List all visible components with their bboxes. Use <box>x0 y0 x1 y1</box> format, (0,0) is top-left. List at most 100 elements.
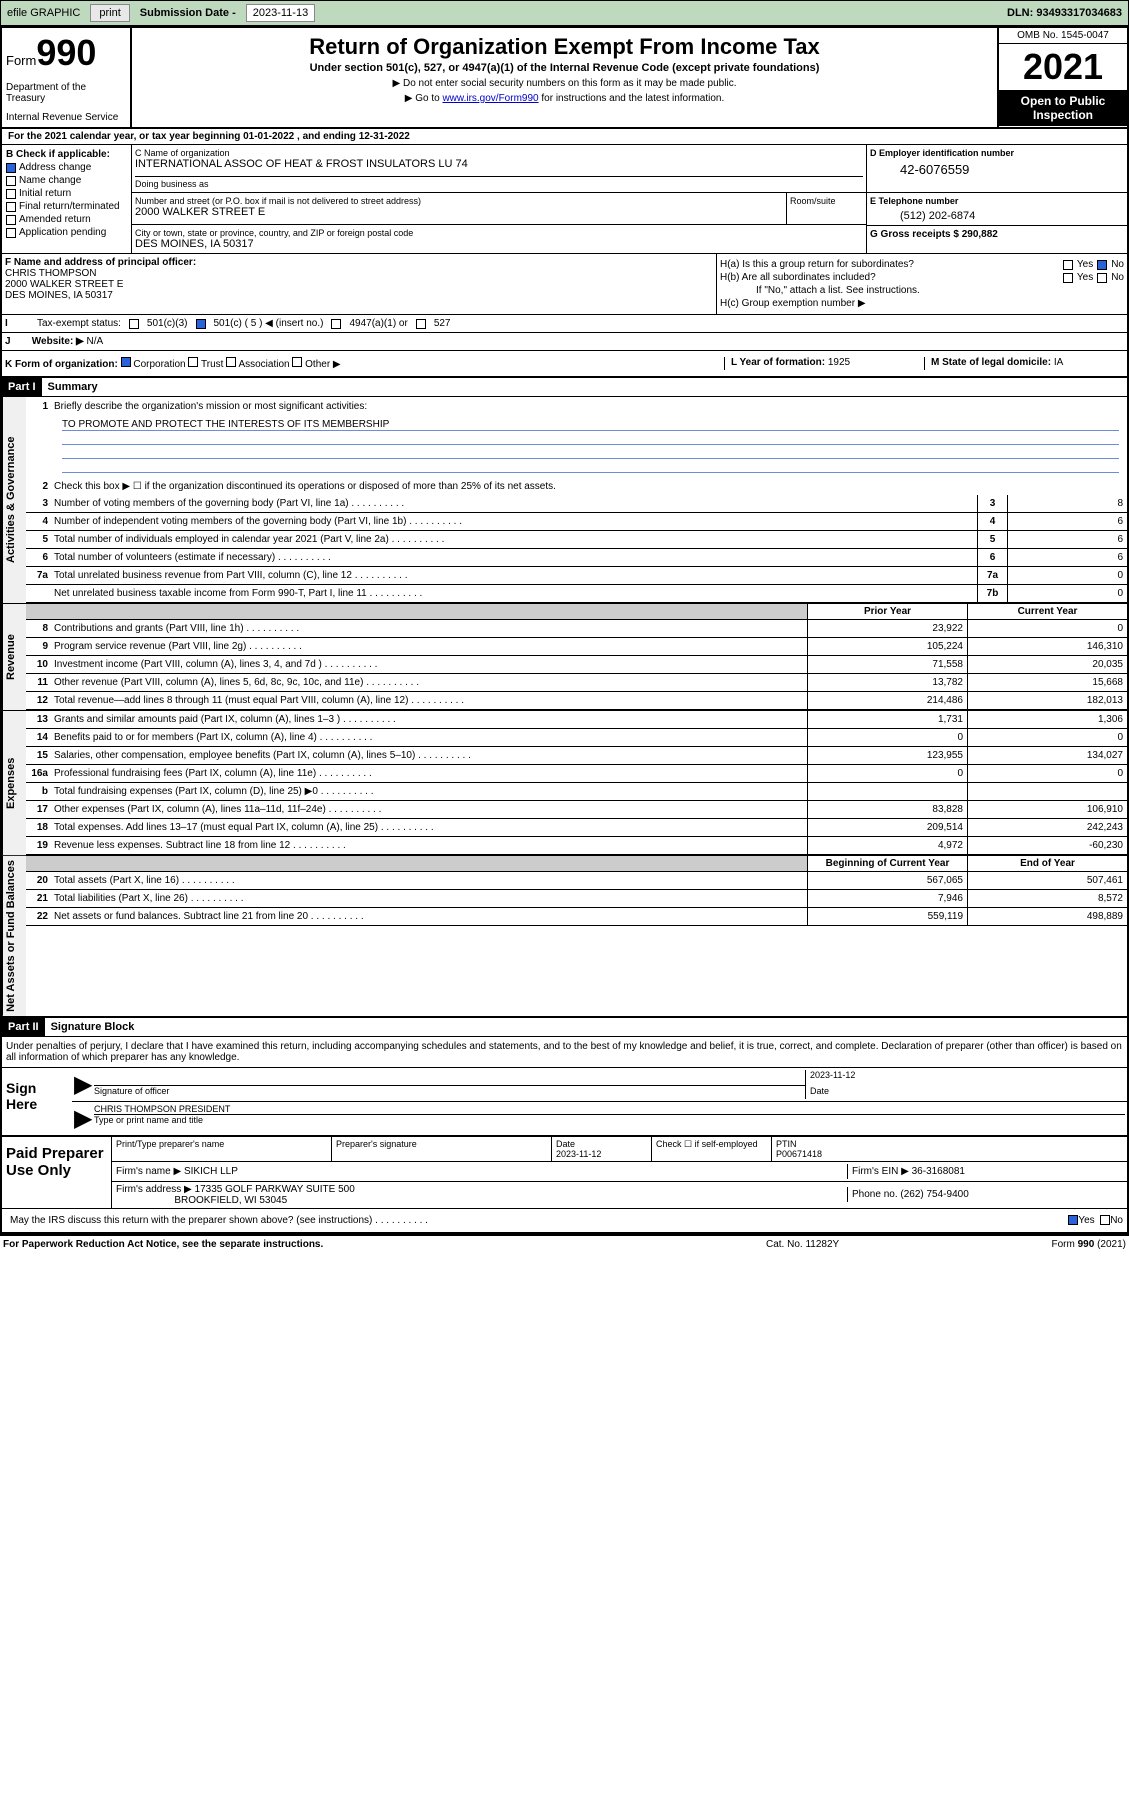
irs-label: Internal Revenue Service <box>6 112 126 123</box>
dept-treasury: Department of the Treasury <box>6 82 126 104</box>
chk-hb-yes[interactable] <box>1063 273 1073 283</box>
chk-name-change[interactable] <box>6 176 16 186</box>
summary-line: 7aTotal unrelated business revenue from … <box>26 567 1127 585</box>
chk-other[interactable] <box>292 357 302 367</box>
summary-line: 15Salaries, other compensation, employee… <box>26 747 1127 765</box>
phone-label: E Telephone number <box>870 196 1124 206</box>
officer-addr1: 2000 WALKER STREET E <box>5 279 713 290</box>
gross-receipts: G Gross receipts $ 290,882 <box>867 225 1127 253</box>
dln: DLN: 93493317034683 <box>1007 7 1122 19</box>
org-city: DES MOINES, IA 50317 <box>135 238 863 250</box>
part1-revenue: Revenue Prior Year Current Year 8Contrib… <box>2 603 1127 710</box>
org-name-label: C Name of organization <box>135 148 863 158</box>
signature-arrow-icon: ▶ <box>74 1070 94 1099</box>
chk-501c3[interactable] <box>129 319 139 329</box>
ptin: P00671418 <box>776 1149 822 1159</box>
chk-527[interactable] <box>416 319 426 329</box>
section-a-tax-year: For the 2021 calendar year, or tax year … <box>2 129 1127 145</box>
chk-address-change[interactable] <box>6 163 16 173</box>
summary-line: 11Other revenue (Part VIII, column (A), … <box>26 674 1127 692</box>
section-cde: C Name of organization INTERNATIONAL ASS… <box>132 145 1127 253</box>
chk-final-return[interactable] <box>6 202 16 212</box>
summary-line: 6Total number of volunteers (estimate if… <box>26 549 1127 567</box>
chk-discuss-no[interactable] <box>1100 1215 1110 1225</box>
summary-line: 5Total number of individuals employed in… <box>26 531 1127 549</box>
chk-ha-yes[interactable] <box>1063 260 1073 270</box>
chk-assoc[interactable] <box>226 357 236 367</box>
form-title-block: Return of Organization Exempt From Incom… <box>132 28 997 127</box>
chk-501c[interactable] <box>196 319 206 329</box>
irs-link[interactable]: www.irs.gov/Form990 <box>442 93 538 104</box>
part1-net-assets: Net Assets or Fund Balances Beginning of… <box>2 855 1127 1016</box>
section-f-officer: F Name and address of principal officer:… <box>2 254 717 314</box>
year-block: OMB No. 1545-0047 2021 Open to Public In… <box>997 28 1127 127</box>
ein-value: 42-6076559 <box>870 158 1124 177</box>
tax-year: 2021 <box>999 44 1127 90</box>
section-b-checkboxes: B Check if applicable: Address change Na… <box>2 145 132 253</box>
summary-line: Net unrelated business taxable income fr… <box>26 585 1127 603</box>
may-irs-discuss: May the IRS discuss this return with the… <box>2 1208 1127 1233</box>
section-h-group: H(a) Is this a group return for subordin… <box>717 254 1127 314</box>
form-title: Return of Organization Exempt From Incom… <box>138 34 991 60</box>
form-subtitle: Under section 501(c), 527, or 4947(a)(1)… <box>138 62 991 74</box>
summary-line: 19Revenue less expenses. Subtract line 1… <box>26 837 1127 855</box>
org-street: 2000 WALKER STREET E <box>135 206 783 218</box>
part1-governance: Activities & Governance 1Briefly describ… <box>2 397 1127 603</box>
signature-arrow-icon: ▶ <box>74 1104 94 1133</box>
print-button[interactable]: print <box>90 4 129 22</box>
org-name: INTERNATIONAL ASSOC OF HEAT & FROST INSU… <box>135 158 863 170</box>
firm-ein: 36-3168081 <box>912 1166 965 1177</box>
phone-value: (512) 202-6874 <box>870 206 1124 222</box>
chk-hb-no[interactable] <box>1097 273 1107 283</box>
firm-city: BROOKFIELD, WI 53045 <box>174 1195 287 1206</box>
submission-date: 2023-11-13 <box>246 4 315 22</box>
summary-line: 17Other expenses (Part IX, column (A), l… <box>26 801 1127 819</box>
legal-domicile: IA <box>1054 357 1063 368</box>
form-id-block: Form990 Department of the Treasury Inter… <box>2 28 132 127</box>
chk-4947[interactable] <box>331 319 341 329</box>
ein-label: D Employer identification number <box>870 148 1124 158</box>
summary-line: 20Total assets (Part X, line 16)567,0655… <box>26 872 1127 890</box>
part1-expenses: Expenses 13Grants and similar amounts pa… <box>2 710 1127 855</box>
year-formation: 1925 <box>828 357 850 368</box>
part2-header: Part II Signature Block <box>2 1016 1127 1037</box>
officer-printed-name: CHRIS THOMPSON PRESIDENT <box>94 1104 1125 1115</box>
efile-topbar: efile GRAPHIC print Submission Date - 20… <box>0 0 1129 26</box>
sign-here-block: Sign Here ▶ Signature of officer 2023-11… <box>2 1067 1127 1135</box>
open-to-public: Open to Public Inspection <box>999 90 1127 126</box>
summary-line: 22Net assets or fund balances. Subtract … <box>26 908 1127 926</box>
submission-date-label: Submission Date - <box>140 7 236 19</box>
section-klm: K Form of organization: Corporation Trus… <box>2 351 1127 378</box>
summary-line: 3Number of voting members of the governi… <box>26 495 1127 513</box>
summary-line: 8Contributions and grants (Part VIII, li… <box>26 620 1127 638</box>
officer-addr2: DES MOINES, IA 50317 <box>5 290 713 301</box>
chk-amended[interactable] <box>6 215 16 225</box>
section-i-tax-status: I Tax-exempt status: 501(c)(3) 501(c) ( … <box>2 315 1127 333</box>
form-header: Form990 Department of the Treasury Inter… <box>2 28 1127 129</box>
mission-text: TO PROMOTE AND PROTECT THE INTERESTS OF … <box>26 415 1127 477</box>
sig-date: 2023-11-12 <box>810 1070 1125 1086</box>
paid-preparer-block: Paid Preparer Use Only Print/Type prepar… <box>2 1135 1127 1208</box>
firm-addr: 17335 GOLF PARKWAY SUITE 500 <box>195 1184 355 1195</box>
chk-ha-no[interactable] <box>1097 260 1107 270</box>
summary-line: 4Number of independent voting members of… <box>26 513 1127 531</box>
firm-phone: (262) 754-9400 <box>900 1189 968 1200</box>
dba-label: Doing business as <box>135 176 863 189</box>
chk-corp[interactable] <box>121 357 131 367</box>
summary-line: 14Benefits paid to or for members (Part … <box>26 729 1127 747</box>
prep-date: 2023-11-12 <box>556 1149 601 1159</box>
efile-label: efile GRAPHIC <box>7 7 80 19</box>
summary-line: 10Investment income (Part VIII, column (… <box>26 656 1127 674</box>
summary-line: 9Program service revenue (Part VIII, lin… <box>26 638 1127 656</box>
omb-number: OMB No. 1545-0047 <box>999 28 1127 44</box>
ssn-note: ▶ Do not enter social security numbers o… <box>138 78 991 89</box>
chk-app-pending[interactable] <box>6 228 16 238</box>
chk-trust[interactable] <box>188 357 198 367</box>
firm-name: SIKICH LLP <box>184 1166 238 1177</box>
chk-initial-return[interactable] <box>6 189 16 199</box>
officer-name: CHRIS THOMPSON <box>5 268 713 279</box>
summary-line: 21Total liabilities (Part X, line 26)7,9… <box>26 890 1127 908</box>
part1-header: Part I Summary <box>2 378 1127 397</box>
summary-line: 16aProfessional fundraising fees (Part I… <box>26 765 1127 783</box>
chk-discuss-yes[interactable] <box>1068 1215 1078 1225</box>
